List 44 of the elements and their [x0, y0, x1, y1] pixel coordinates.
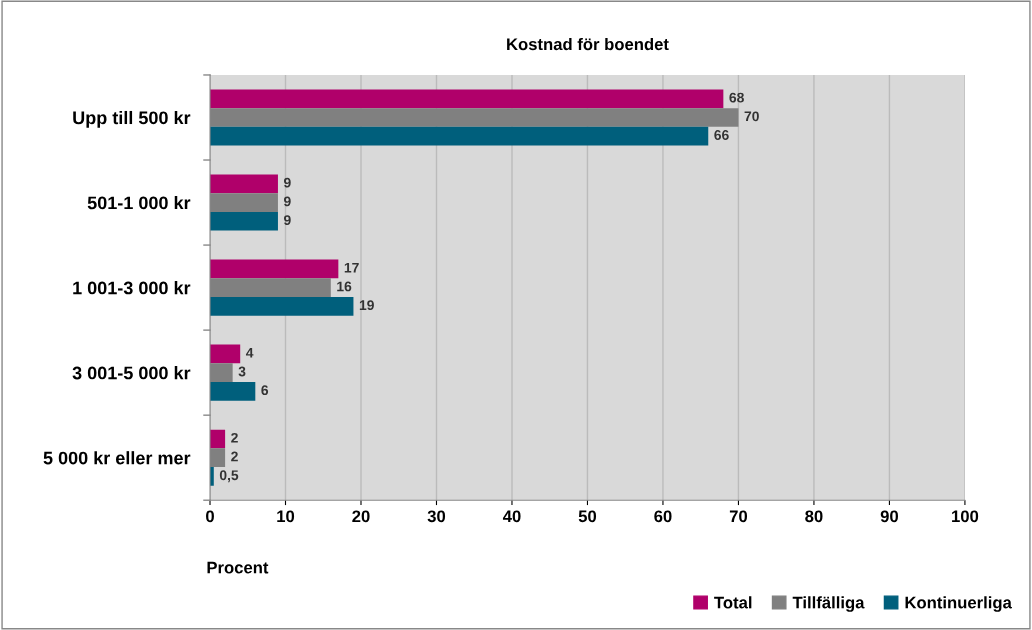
data-label: 9 — [283, 177, 291, 188]
x-tick-label: 70 — [729, 510, 748, 523]
data-label: 9 — [283, 196, 291, 207]
y-tick-label: 1 001-3 000 kr — [73, 281, 191, 295]
x-tick-label: 90 — [880, 510, 899, 523]
data-label: 2 — [231, 451, 238, 462]
x-tick-label: 30 — [427, 510, 446, 523]
bar — [210, 344, 241, 364]
data-label: 0,5 — [219, 470, 239, 483]
data-label: 19 — [359, 300, 374, 311]
data-label: 68 — [729, 92, 744, 103]
bar — [210, 89, 724, 109]
x-tick-label: 20 — [352, 510, 370, 523]
data-label: 6 — [261, 385, 269, 396]
bar — [210, 296, 354, 316]
y-tick-label: 3 001-5 000 kr — [72, 366, 191, 380]
legend-label: Tillfälliga — [792, 596, 865, 612]
chart-title: Kostnad för boendet — [507, 37, 669, 51]
bar — [210, 259, 339, 279]
data-label: 2 — [231, 432, 238, 443]
x-tick-label: 100 — [952, 510, 979, 523]
bar — [210, 174, 278, 194]
x-tick-label: 80 — [805, 510, 823, 523]
x-axis-title: Procent — [207, 561, 269, 574]
data-label: 16 — [337, 281, 352, 292]
data-label: 4 — [245, 347, 254, 358]
data-label: 3 — [238, 366, 246, 377]
bar — [210, 126, 709, 146]
legend-label: Kontinuerliga — [905, 596, 1012, 612]
x-tick-label: 0 — [206, 510, 214, 523]
data-label: 66 — [714, 130, 729, 140]
x-tick-label: 10 — [277, 510, 295, 523]
y-tick-label: 5 000 kr eller mer — [43, 451, 191, 465]
bar — [210, 382, 256, 401]
x-tick-label: 50 — [578, 510, 597, 523]
data-label: 9 — [283, 215, 291, 225]
y-tick-label: 501-1 000 kr — [87, 196, 191, 210]
data-label: 17 — [344, 262, 359, 273]
x-tick-label: 60 — [654, 510, 672, 523]
bar — [210, 211, 278, 231]
legend-label: Total — [714, 596, 752, 609]
data-label: 70 — [744, 111, 759, 122]
x-tick-label: 40 — [502, 510, 521, 523]
y-tick-label: Upp till 500 kr — [73, 110, 191, 128]
